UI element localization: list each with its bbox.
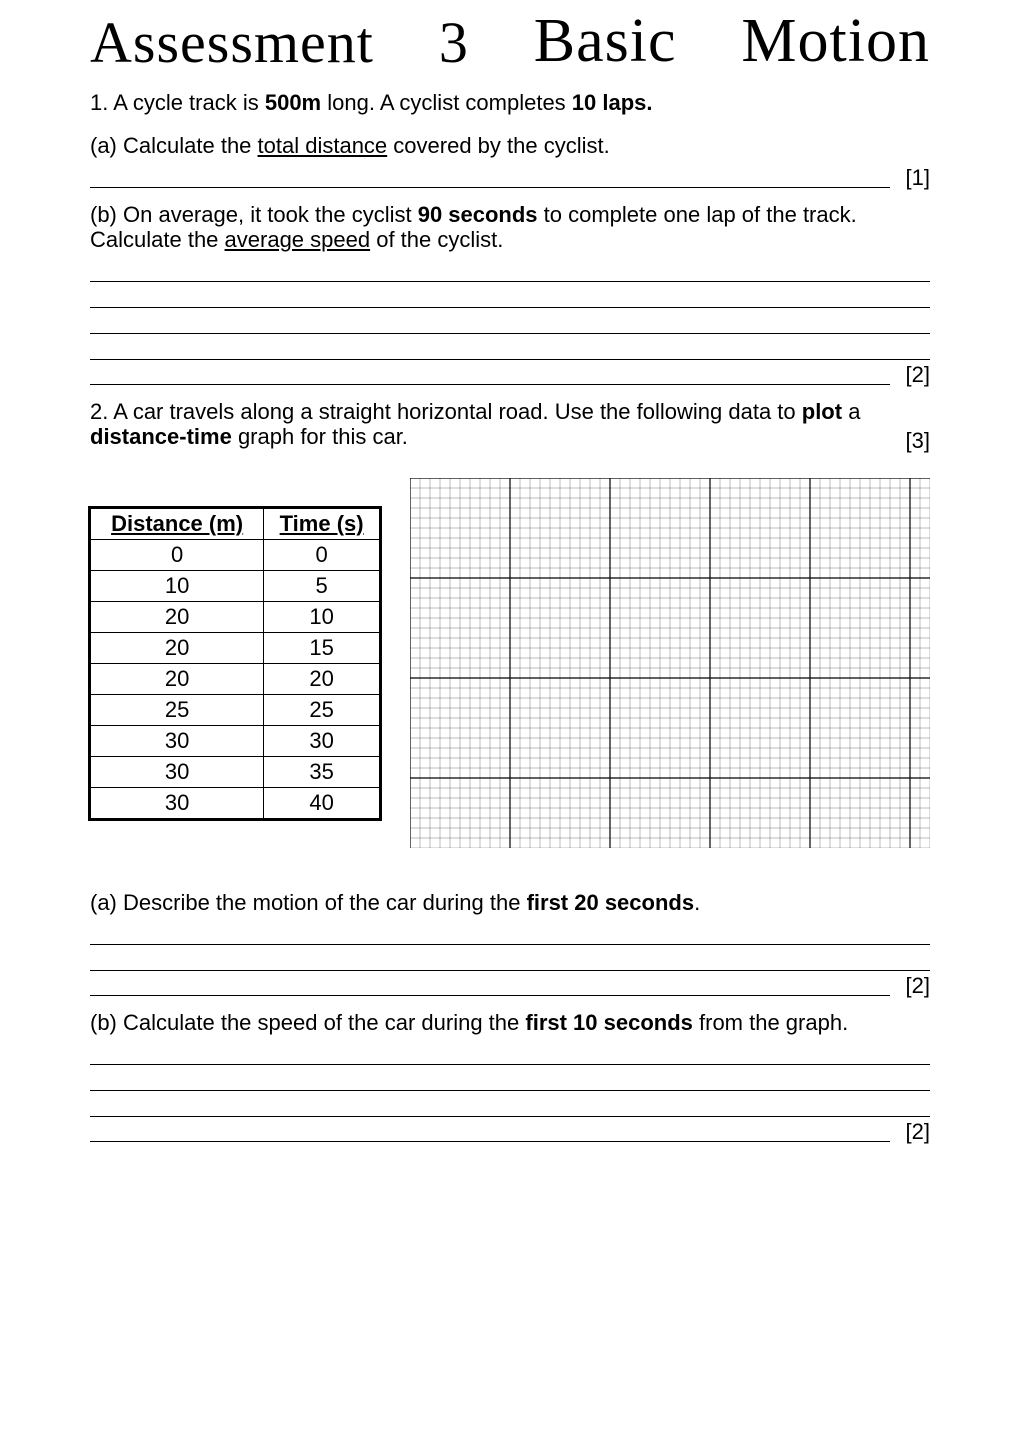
q2a-answer-line-2 <box>90 945 930 971</box>
q2-table-header-distance: Distance (m) <box>91 508 264 539</box>
q2-stem-bold1: plot <box>802 399 842 424</box>
q1a-mark: [1] <box>906 165 930 191</box>
q1a-suffix: covered by the cyclist. <box>387 133 610 158</box>
q1b-prefix: (b) On average, it took the cyclist <box>90 202 418 227</box>
q2-stem: 2. A car travels along a straight horizo… <box>90 399 930 454</box>
q1-laps: 10 laps. <box>572 90 653 115</box>
cell-time: 0 <box>264 539 380 570</box>
q1a: (a) Calculate the total distance covered… <box>90 133 930 158</box>
table-row: 2020 <box>91 663 380 694</box>
table-row: 3040 <box>91 787 380 818</box>
q2-data-row: Distance (m) Time (s) 001052010201520202… <box>90 478 930 848</box>
cell-distance: 20 <box>91 663 264 694</box>
cell-distance: 10 <box>91 570 264 601</box>
q2a-answer-line-3: [2] <box>90 971 930 996</box>
q2b-answer-line-1 <box>90 1039 930 1065</box>
q1b-suffix: of the cyclist. <box>370 227 503 252</box>
cell-time: 20 <box>264 663 380 694</box>
q1b-mark: [2] <box>906 362 930 388</box>
q2a-answer-line-1 <box>90 919 930 945</box>
q2b-answer-line-4: [2] <box>90 1117 930 1142</box>
q1-track-length: 500m <box>265 90 321 115</box>
cell-distance: 20 <box>91 632 264 663</box>
q1b: (b) On average, it took the cyclist 90 s… <box>90 202 930 253</box>
q1b-answer-line-4 <box>90 334 930 360</box>
q1b-underlined: average speed <box>225 227 371 252</box>
q2b-prefix: (b) Calculate the speed of the car durin… <box>90 1010 525 1035</box>
cell-distance: 0 <box>91 539 264 570</box>
q2b-answer-line-2 <box>90 1065 930 1091</box>
cell-time: 35 <box>264 756 380 787</box>
q2-stem-prefix: 2. A car travels along a straight horizo… <box>90 399 802 424</box>
cell-distance: 30 <box>91 787 264 818</box>
q2-stem-mid: a <box>842 399 860 424</box>
q2-table-wrap: Distance (m) Time (s) 001052010201520202… <box>90 508 380 819</box>
cell-distance: 25 <box>91 694 264 725</box>
q2-stem-mark: [3] <box>906 428 930 453</box>
q2b-mark: [2] <box>906 1119 930 1145</box>
cell-time: 25 <box>264 694 380 725</box>
table-row: 105 <box>91 570 380 601</box>
q1a-underlined: total distance <box>258 133 388 158</box>
q2a-suffix: . <box>694 890 700 915</box>
q2b-suffix: from the graph. <box>693 1010 848 1035</box>
q1a-prefix: (a) Calculate the <box>90 133 258 158</box>
q2a-prefix: (a) Describe the motion of the car durin… <box>90 890 527 915</box>
page-title-row: Assessment 3 Basic Motion <box>90 10 930 72</box>
cell-distance: 20 <box>91 601 264 632</box>
q1a-answer-line: [1] <box>90 163 930 188</box>
q2b-answer-line-3 <box>90 1091 930 1117</box>
table-row: 3030 <box>91 725 380 756</box>
q2b: (b) Calculate the speed of the car durin… <box>90 1010 930 1035</box>
q2a: (a) Describe the motion of the car durin… <box>90 890 930 915</box>
table-row: 3035 <box>91 756 380 787</box>
cell-time: 5 <box>264 570 380 601</box>
q1-stem: 1. A cycle track is 500m long. A cyclist… <box>90 90 930 115</box>
q1b-bold: 90 seconds <box>418 202 538 227</box>
title-word-4: Motion <box>741 10 930 72</box>
page: Assessment 3 Basic Motion 1. A cycle tra… <box>0 0 1020 1443</box>
cell-time: 10 <box>264 601 380 632</box>
table-row: 00 <box>91 539 380 570</box>
cell-time: 15 <box>264 632 380 663</box>
title-word-2: 3 <box>439 14 469 72</box>
q2-table: Distance (m) Time (s) 001052010201520202… <box>90 508 380 819</box>
cell-time: 30 <box>264 725 380 756</box>
cell-distance: 30 <box>91 725 264 756</box>
q1b-answer-line-3 <box>90 308 930 334</box>
q2a-mark: [2] <box>906 973 930 999</box>
q1-stem-mid: long. A cyclist completes <box>321 90 572 115</box>
q1-stem-prefix: 1. A cycle track is <box>90 90 265 115</box>
cell-distance: 30 <box>91 756 264 787</box>
table-row: 2010 <box>91 601 380 632</box>
q1b-answer-line-1 <box>90 256 930 282</box>
title-word-3: Basic <box>534 10 677 72</box>
table-row: 2015 <box>91 632 380 663</box>
q2a-bold: first 20 seconds <box>527 890 695 915</box>
q2-stem-bold2: distance-time <box>90 424 232 449</box>
q1b-answer-line-5: [2] <box>90 360 930 385</box>
q2-graph-grid <box>410 478 930 848</box>
q2b-bold: first 10 seconds <box>525 1010 693 1035</box>
q2-table-header-time: Time (s) <box>264 508 380 539</box>
cell-time: 40 <box>264 787 380 818</box>
table-row: 2525 <box>91 694 380 725</box>
q2-stem-suffix: graph for this car. <box>232 424 408 449</box>
title-word-1: Assessment <box>90 14 374 72</box>
q1b-answer-line-2 <box>90 282 930 308</box>
q2-graph-area <box>410 478 930 848</box>
